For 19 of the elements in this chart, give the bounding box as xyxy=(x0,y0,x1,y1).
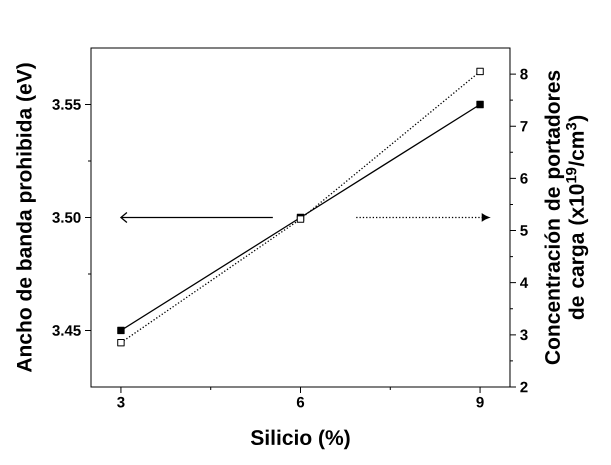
x-tick-label: 6 xyxy=(296,396,304,408)
y-axis-title: Ancho de banda prohibida (eV) xyxy=(16,63,36,372)
y-tick-label: 3.45 xyxy=(52,325,81,336)
y2-tick-label: 8 xyxy=(520,68,528,80)
y2-tick-label: 2 xyxy=(520,382,528,392)
point xyxy=(117,326,125,334)
y2-tick-label: 4 xyxy=(520,278,528,288)
y2-tick-label: 6 xyxy=(520,173,528,184)
x-tick-label: 9 xyxy=(476,396,484,408)
y2-tick-label: 7 xyxy=(520,121,528,132)
y-tick-label: 3.50 xyxy=(52,212,81,223)
y-tick-label: 3.55 xyxy=(52,99,81,110)
x-tick-label: 3 xyxy=(117,396,125,408)
x-axis-title: Silicio (%) xyxy=(250,430,350,450)
point xyxy=(476,68,484,76)
y2-tick-label: 5 xyxy=(520,225,528,236)
point xyxy=(476,100,484,108)
point xyxy=(117,338,125,346)
y2-tick-label: 3 xyxy=(520,330,528,340)
